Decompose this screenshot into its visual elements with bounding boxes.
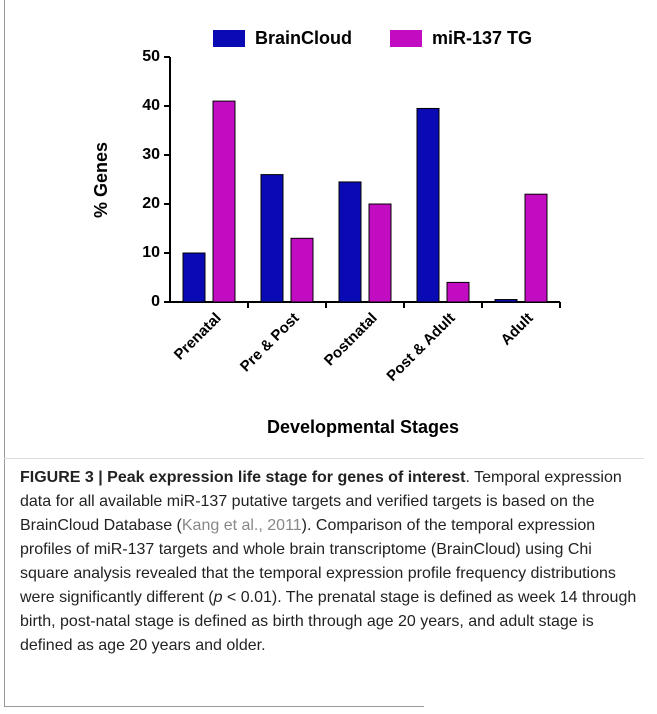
caption-text: . Temporal expression data for all avail… <box>20 469 622 534</box>
x-tick-label: Post & Adult <box>383 310 458 385</box>
citation-link[interactable]: Kang et al., 2011 <box>181 517 302 534</box>
y-axis-label: % Genes <box>91 142 111 218</box>
separator <box>4 458 644 459</box>
chart: % Genes Developmental Stages 0 10 20 30 40 50… <box>91 28 561 437</box>
x-tick-label: Postnatal <box>321 310 381 370</box>
legend-label: miR-137 TG <box>432 28 532 48</box>
y-tick-label: 10 <box>142 244 160 261</box>
frame <box>4 0 5 706</box>
bar <box>524 193 548 303</box>
x-tick-label: Prenatal <box>171 310 225 364</box>
bar <box>260 174 284 303</box>
bar <box>416 107 440 303</box>
x-axis-label: Developmental Stages <box>267 417 459 437</box>
y-tick-label: 0 <box>151 293 160 310</box>
x-tick-label: Pre & Post <box>237 310 303 376</box>
legend-swatch <box>213 30 245 47</box>
caption-label: FIGURE 3 | Peak expression life stage fo… <box>20 469 466 486</box>
bar <box>494 299 518 303</box>
bar <box>182 252 206 303</box>
bar <box>446 281 470 303</box>
legend-label: BrainCloud <box>255 28 352 48</box>
caption-text: < 0.01). The prenatal stage is defined a… <box>20 589 637 654</box>
caption-text: ). Comparison of the temporal expression… <box>20 517 616 606</box>
y-tick-label: 50 <box>142 48 160 65</box>
caption: FIGURE 3 | Peak expression life stage fo… <box>20 466 640 658</box>
y-tick-label: 30 <box>142 146 160 163</box>
frame <box>4 706 424 707</box>
x-tick-label: Adult <box>498 310 537 349</box>
bar <box>338 181 362 303</box>
legend-swatch <box>390 30 422 47</box>
y-tick-label: 20 <box>142 195 160 212</box>
bar <box>368 203 392 303</box>
bar <box>290 237 314 303</box>
bar <box>212 100 236 303</box>
caption-text: p <box>213 589 223 606</box>
y-tick-label: 40 <box>142 97 160 114</box>
